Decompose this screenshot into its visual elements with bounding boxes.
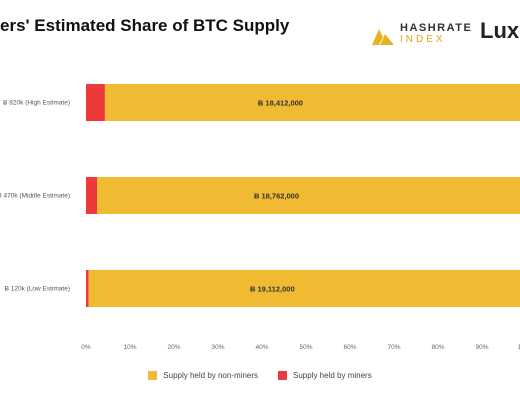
category-label: Ƀ 820k (High Estimate) [3,100,70,107]
x-tick-label: 10% [123,344,136,351]
hashrate-logo-icon [372,29,394,45]
x-tick-label: 40% [255,344,268,351]
x-tick-label: 30% [211,344,224,351]
brand-name: Luxo [480,18,520,43]
hashrate-index-logo: HASHRATE INDEX [372,22,471,46]
category-label: Ƀ 470k (Middle Estimate) [0,193,70,200]
bar-segment-miners [86,270,89,307]
bar-segment-miners [86,84,105,121]
x-tick-label: 50% [299,344,312,351]
legend-item-miners: Supply held by miners [278,371,372,380]
legend-label-miners: Supply held by miners [293,371,372,380]
bar-segment-non-miners [97,177,520,214]
bar-segment-non-miners [88,270,520,307]
data-label: Ƀ 18,762,000 [254,192,299,201]
x-tick-label: 0% [81,344,91,351]
bar-segment-non-miners [104,84,520,121]
x-tick-label: 60% [343,344,356,351]
x-tick-label: 90% [475,344,488,351]
data-label: Ƀ 18,412,000 [258,99,303,108]
legend: Supply held by non-miners Supply held by… [0,371,520,380]
category-label: Ƀ 120k (Low Estimate) [5,286,70,293]
x-tick-label: 100% [518,344,520,351]
chart-title: ers' Estimated Share of BTC Supply [0,16,290,35]
x-tick-label: 80% [431,344,444,351]
data-label: Ƀ 19,112,000 [250,285,295,294]
legend-swatch-non-miners [148,371,158,380]
legend-swatch-miners [278,371,287,380]
legend-label-non-miners: Supply held by non-miners [163,371,258,380]
bar-segment-miners [86,177,97,214]
x-tick-label: 20% [167,344,180,351]
x-tick-label: 70% [387,344,400,351]
legend-item-non-miners: Supply held by non-miners [148,371,258,380]
logo-text-hashrate: HASHRATE [400,22,473,34]
logo-text-index: INDEX [400,34,446,45]
